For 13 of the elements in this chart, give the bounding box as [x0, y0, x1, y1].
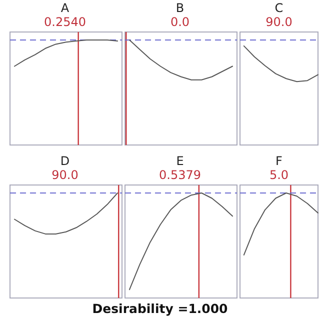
- chart-title: B: [176, 1, 184, 15]
- chart-subtitle: 0.0: [170, 15, 190, 29]
- chart-title: C: [274, 1, 284, 15]
- chart-title: E: [176, 154, 184, 168]
- chart-subtitle: 5.0: [269, 168, 289, 182]
- chart-subtitle: 0.5379: [159, 168, 201, 182]
- chart-title: D: [60, 154, 70, 168]
- chart-subtitle: 90.0: [52, 168, 78, 182]
- chart-subtitle: 0.2540: [44, 15, 86, 29]
- chart-subtitle: 90.0: [266, 15, 292, 29]
- text: Desirability =1.000: [92, 301, 228, 316]
- chart-title: A: [60, 1, 70, 15]
- chart-title: F: [276, 154, 283, 168]
